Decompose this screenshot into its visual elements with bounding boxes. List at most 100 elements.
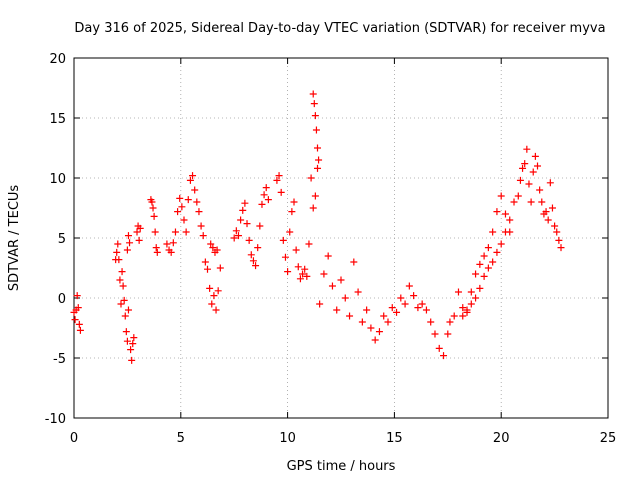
data-point <box>320 270 328 278</box>
data-point <box>148 198 156 206</box>
data-point <box>273 176 281 184</box>
data-point <box>206 284 214 292</box>
data-point <box>467 288 475 296</box>
data-point <box>514 192 522 200</box>
data-point <box>467 300 475 308</box>
data-point <box>123 337 131 345</box>
data-point <box>286 228 294 236</box>
data-point <box>546 179 554 187</box>
data-point <box>207 240 215 248</box>
data-point <box>358 318 366 326</box>
data-point <box>124 306 132 314</box>
data-point <box>292 246 300 254</box>
data-point <box>121 312 129 320</box>
x-tick-label: 15 <box>386 431 403 446</box>
data-point <box>548 204 556 212</box>
data-point <box>316 300 324 308</box>
data-point <box>191 186 199 194</box>
data-point <box>201 258 209 266</box>
data-point <box>249 257 257 265</box>
data-point <box>346 312 354 320</box>
data-point <box>493 248 501 256</box>
data-point <box>459 304 467 312</box>
data-point <box>341 294 349 302</box>
data-point <box>309 90 317 98</box>
data-point <box>476 284 484 292</box>
data-point <box>454 288 462 296</box>
data-point <box>312 126 320 134</box>
data-point <box>314 144 322 152</box>
data-point <box>133 228 141 236</box>
data-point <box>212 306 220 314</box>
data-point <box>384 318 392 326</box>
data-point <box>281 253 289 261</box>
data-point <box>128 356 136 364</box>
data-point <box>258 200 266 208</box>
data-point <box>314 164 322 172</box>
data-point <box>414 304 422 312</box>
data-point <box>113 248 121 256</box>
data-point <box>127 346 135 354</box>
x-tick-label: 10 <box>279 431 296 446</box>
data-point <box>531 152 539 160</box>
data-point <box>371 336 379 344</box>
data-point <box>290 198 298 206</box>
x-tick-label: 25 <box>600 431 617 446</box>
data-point <box>182 228 190 236</box>
data-point <box>480 272 488 280</box>
data-point <box>510 198 518 206</box>
data-point <box>551 222 559 230</box>
data-point <box>279 236 287 244</box>
data-point <box>210 292 218 300</box>
data-point <box>523 145 531 153</box>
data-point <box>519 164 527 172</box>
data-point <box>315 156 323 164</box>
data-point <box>171 228 179 236</box>
data-point <box>163 240 171 248</box>
data-point <box>119 282 127 290</box>
data-point <box>501 228 509 236</box>
data-point <box>497 192 505 200</box>
data-point <box>204 265 211 273</box>
axis-ticks: 0 5 10 15 20 25 -10 -5 0 5 10 15 20 <box>45 52 617 446</box>
data-point <box>472 270 480 278</box>
data-point <box>243 220 251 228</box>
data-point <box>484 264 492 272</box>
data-point <box>288 208 296 216</box>
data-point <box>557 244 565 252</box>
data-point <box>489 228 497 236</box>
data-point <box>153 248 161 256</box>
data-point <box>529 168 537 176</box>
x-tick-label: 5 <box>177 431 185 446</box>
data-point <box>555 236 563 244</box>
data-point <box>114 240 122 248</box>
data-point <box>422 306 430 314</box>
data-point <box>521 160 529 168</box>
data-point <box>174 208 182 216</box>
data-point <box>247 251 255 259</box>
data-point <box>115 256 123 264</box>
data-point <box>311 112 319 120</box>
data-point <box>401 300 409 308</box>
data-point <box>350 258 358 266</box>
x-axis-label: GPS time / hours <box>287 459 396 474</box>
data-point <box>264 196 272 204</box>
chart-title: Day 316 of 2025, Sidereal Day-to-day VTE… <box>74 21 605 36</box>
data-point <box>506 216 514 224</box>
y-tick-label: 0 <box>58 292 66 307</box>
data-point <box>536 186 544 194</box>
data-point <box>184 196 192 204</box>
data-point <box>480 252 488 260</box>
data-point <box>135 236 143 244</box>
data-point <box>245 236 253 244</box>
y-tick-label: 15 <box>49 112 66 127</box>
y-axis-label: SDTVAR / TECUs <box>7 185 22 292</box>
y-tick-label: 20 <box>49 52 66 67</box>
data-point <box>294 263 302 271</box>
data-point <box>309 204 317 212</box>
data-point <box>189 172 197 180</box>
data-point <box>73 292 81 300</box>
data-point <box>262 184 270 192</box>
